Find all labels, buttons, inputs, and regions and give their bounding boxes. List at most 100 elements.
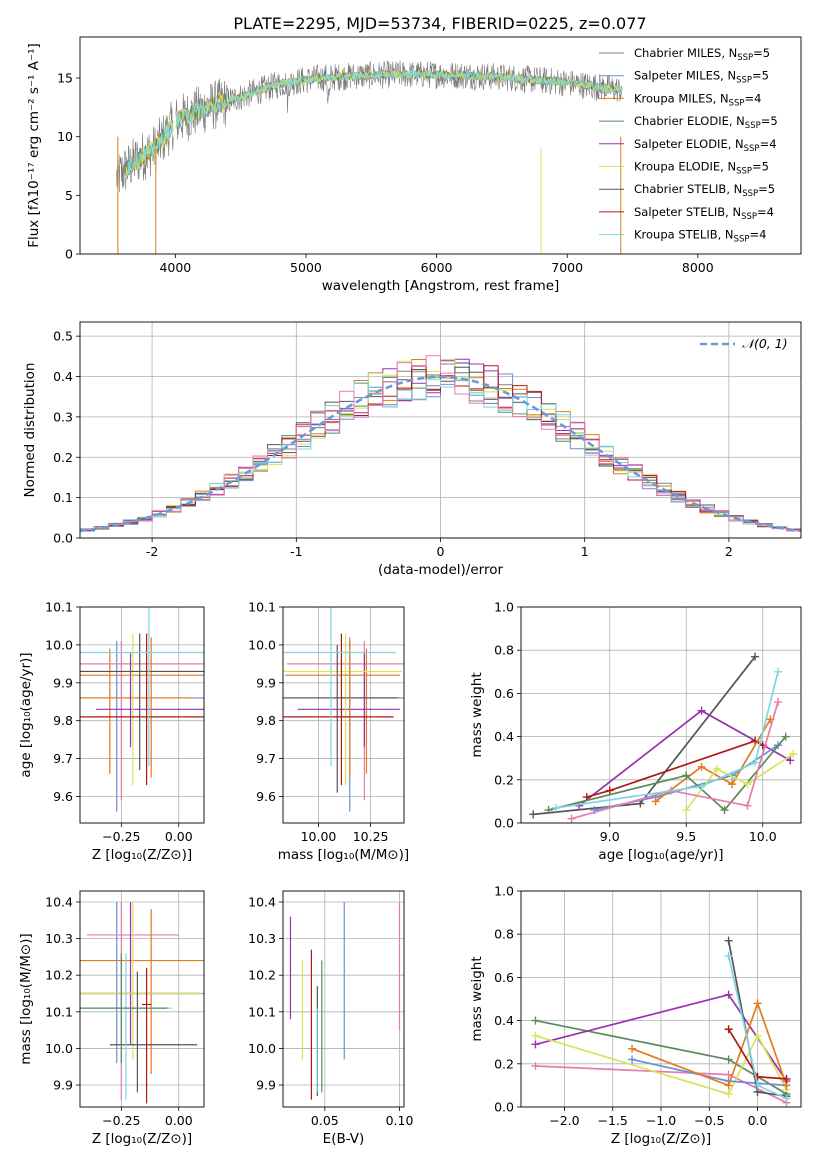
x-tick-label: 9.0: [600, 829, 620, 844]
x-tick-label: 5000: [290, 260, 322, 275]
mass-weight-marker: [786, 756, 795, 765]
y-tick-label: 0.5: [53, 329, 73, 344]
mass-weight-line: [571, 701, 779, 820]
legend-entry: Kroupa MILES, NSSP=4: [634, 91, 761, 108]
y-tick-label: 9.6: [53, 789, 73, 804]
y-tick-label: 0.6: [494, 686, 514, 701]
y-axis-label: mass weight: [469, 956, 485, 1041]
mass-weight-marker: [628, 1055, 637, 1064]
y-tick-label: 0.4: [494, 729, 514, 744]
x-tick-label: 10.25: [353, 829, 389, 844]
x-tick-label: −1.0: [646, 1113, 676, 1128]
y-tick-label: 0.6: [494, 970, 514, 985]
y-tick-label: 10.1: [248, 600, 276, 615]
x-tick-label: −2.0: [549, 1113, 579, 1128]
mass-weight-marker: [728, 780, 737, 789]
histogram-step: [80, 379, 801, 531]
y-tick-label: 10.2: [45, 968, 73, 983]
mass-weight-marker: [567, 814, 576, 823]
y-tick-label: 0.4: [53, 369, 73, 384]
y-tick-label: 1.0: [494, 884, 514, 899]
legend-entry: Kroupa STELIB, NSSP=4: [634, 228, 766, 245]
y-tick-label: 10.0: [248, 1041, 276, 1056]
y-tick-label: 10.3: [45, 931, 73, 946]
axes-frame: [282, 606, 405, 824]
x-axis-label: Z [log₁₀(Z/Z⊙)]: [92, 1131, 192, 1147]
y-tick-label: 10.1: [45, 1004, 73, 1019]
y-tick-label: 9.9: [53, 675, 73, 690]
axes-frame: [79, 321, 802, 539]
y-tick-label: 0.4: [494, 1013, 514, 1028]
x-axis-label: mass [log₁₀(M/M⊙)]: [278, 847, 409, 863]
mass-weight-marker: [724, 1090, 733, 1099]
axes-mw_vs_age: 9.0 9.5 10.0 0.0 0.2 0.4 0.6 0.8 1.0 age [log₁₀(a…: [469, 600, 802, 863]
x-tick-label: 0.0: [748, 1113, 768, 1128]
spectrum-legend: Chabrier MILES, NSSP=5 Salpeter MILES, NS…: [599, 46, 778, 245]
mass-weight-marker: [628, 1044, 637, 1053]
mass-weight-marker: [774, 698, 783, 707]
mass-weight-marker: [544, 806, 553, 815]
mass-weight-marker: [531, 1016, 540, 1025]
legend-entry: Chabrier STELIB, NSSP=5: [634, 182, 775, 199]
y-axis-label: Flux [fλ10⁻¹⁷ erg cm⁻² s⁻¹ A⁻¹]: [26, 43, 42, 248]
axes-mass_vs_Z: −0.25 0.00 9.9 10.0 10.1 10.2 10.3 10.4 Z [log₁₀…: [18, 890, 205, 1147]
axes-frame: [520, 606, 802, 824]
gaussian-curve: [80, 375, 801, 533]
legend-entry: Chabrier ELODIE, NSSP=5: [634, 114, 778, 131]
y-tick-label: 10.0: [45, 1041, 73, 1056]
y-tick-label: 10.4: [248, 894, 276, 909]
plot-area-residuals: [80, 355, 801, 533]
plot-area-age_vs_mass: [283, 607, 404, 812]
y-tick-label: 9.9: [256, 675, 276, 690]
x-tick-label: 1: [581, 544, 589, 559]
axes-age_vs_Z: −0.25 0.00 9.6 9.7 9.8 9.9 10.0 10.1 Z [log₁₀(Z/…: [18, 600, 205, 863]
y-tick-label: 0.2: [494, 1056, 514, 1071]
mass-weight-marker: [682, 771, 691, 780]
legend-entry: Salpeter ELODIE, NSSP=4: [634, 137, 777, 154]
figure-title: PLATE=2295, MJD=53734, FIBERID=0225, z=0…: [233, 14, 646, 33]
y-tick-label: 9.7: [53, 751, 73, 766]
y-tick-label: 0.0: [494, 1100, 514, 1115]
x-tick-label: 2: [725, 544, 733, 559]
y-tick-label: 9.9: [256, 1078, 276, 1093]
axes-frame: [520, 890, 802, 1108]
y-tick-label: 10.4: [45, 894, 73, 909]
y-tick-label: 0.0: [494, 816, 514, 831]
x-tick-label: -1: [290, 544, 302, 559]
y-tick-label: 0.8: [494, 643, 514, 658]
mass-weight-marker: [724, 936, 733, 945]
y-tick-label: 0.2: [494, 772, 514, 787]
x-tick-label: 6000: [421, 260, 453, 275]
mass-weight-marker: [712, 765, 721, 773]
mass-weight-line: [556, 671, 779, 809]
axes-mass_vs_ebv: 0.05 0.10 9.9 10.0 10.1 10.2 10.3 10.4 E(B-V): [248, 890, 413, 1147]
x-tick-label: 8000: [682, 260, 714, 275]
y-axis-label: mass weight: [469, 672, 485, 757]
x-tick-label: 10.00: [301, 829, 337, 844]
axes-mw_vs_Z: −2.0 −1.5 −1.0 −0.5 0.0 0.0 0.2 0.4 0.6 0.8 1.0 Z […: [469, 884, 802, 1147]
mass-weight-line: [586, 739, 764, 798]
mass-weight-marker: [605, 786, 614, 795]
mass-weight-marker: [529, 810, 538, 819]
legend-entry: Salpeter STELIB, NSSP=4: [634, 205, 774, 222]
mass-weight-marker: [753, 1081, 762, 1090]
mass-weight-marker: [531, 1040, 540, 1049]
mass-weight-marker: [697, 762, 706, 771]
x-tick-label: 0: [437, 544, 445, 559]
y-tick-label: 15: [57, 71, 73, 86]
y-tick-label: 10.1: [248, 1004, 276, 1019]
plot-area-mw_vs_age: [529, 652, 798, 823]
legend-entry: Chabrier MILES, NSSP=5: [634, 46, 770, 63]
axes-residuals: -2 -1 0 1 2 0.0 0.1 0.2 0.3 0.4 0.5 (data-model)/er…: [22, 321, 802, 578]
mass-weight-marker: [531, 1031, 540, 1040]
mass-weight-marker: [531, 1061, 540, 1070]
x-axis-label: Z [log₁₀(Z/Z⊙)]: [611, 1131, 711, 1147]
y-tick-label: 9.7: [256, 751, 276, 766]
mass-weight-marker: [651, 797, 660, 806]
y-tick-label: 5: [65, 188, 73, 203]
spectrum-model-line: [125, 69, 623, 177]
x-tick-label: −0.25: [102, 829, 140, 844]
y-tick-label: 9.8: [53, 713, 73, 728]
axes-frame: [79, 890, 205, 1108]
